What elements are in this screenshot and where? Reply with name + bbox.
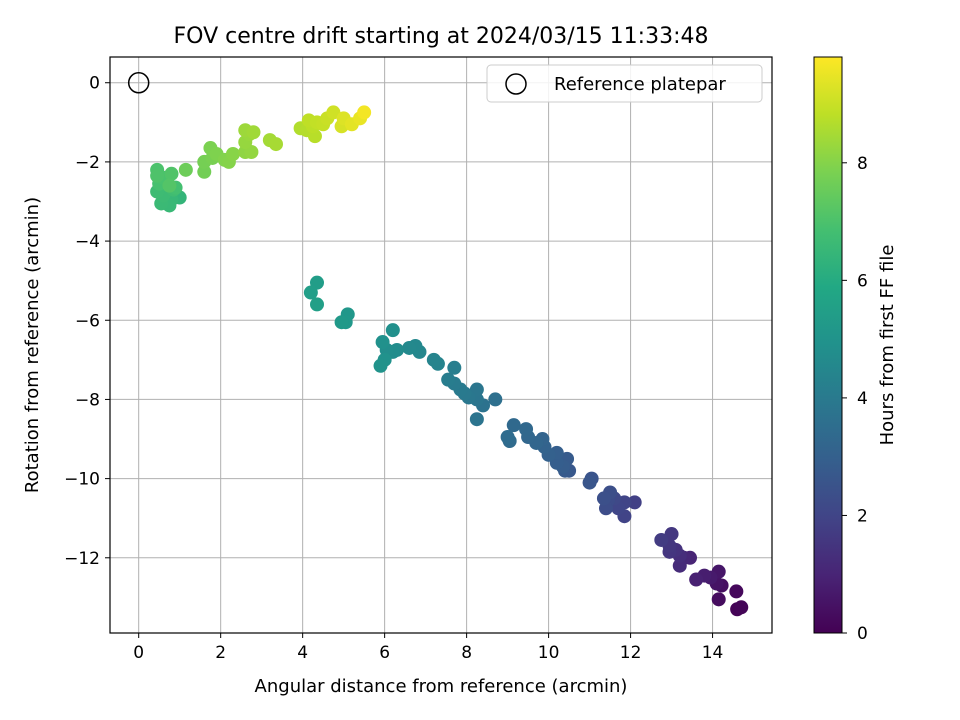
colorbar-gradient	[813, 56, 843, 634]
data-point	[326, 105, 341, 120]
colorbar-tick-label: 0	[857, 624, 868, 644]
data-point	[334, 315, 349, 330]
data-point	[711, 592, 726, 607]
y-tick-label: −4	[75, 232, 100, 252]
data-point	[385, 323, 400, 338]
data-point	[225, 146, 240, 161]
y-tick-label: −12	[64, 549, 100, 569]
data-point	[627, 495, 642, 510]
legend-label-reference: Reference platepar	[554, 74, 726, 95]
colorbar-tick-label: 6	[857, 271, 868, 291]
y-tick-label: 0	[89, 74, 100, 94]
data-point	[729, 584, 744, 599]
data-point	[269, 137, 284, 152]
plot-frame	[109, 56, 773, 634]
y-axis-ticks: 0 −2 −4 −6 −8 −10 −12	[64, 74, 110, 569]
x-tick-label: 10	[538, 643, 560, 663]
data-point	[150, 168, 165, 183]
data-point	[672, 558, 687, 573]
legend: Reference platepar	[486, 64, 763, 103]
data-point	[373, 358, 388, 373]
x-tick-label: 0	[133, 643, 144, 663]
colorbar: 0 2 4 6 8 Hours from first FF file	[813, 56, 898, 644]
colorbar-tick-label: 8	[857, 154, 868, 174]
x-axis-label: Angular distance from reference (arcmin)	[255, 676, 628, 697]
colorbar-tick-label: 4	[857, 389, 868, 409]
data-point	[519, 422, 534, 437]
x-tick-label: 2	[215, 643, 226, 663]
y-tick-label: −2	[75, 153, 100, 173]
data-point	[500, 430, 515, 445]
data-point	[310, 297, 325, 312]
data-point	[664, 527, 679, 542]
x-axis-ticks: 0 2 4 6 8 10 12 14	[133, 633, 723, 663]
data-point	[689, 572, 704, 587]
data-point	[506, 418, 521, 433]
colorbar-label: Hours from first FF file	[877, 245, 898, 446]
data-point	[178, 162, 193, 177]
chart-title: FOV centre drift starting at 2024/03/15 …	[174, 24, 709, 49]
data-point	[488, 392, 503, 407]
y-tick-label: −6	[75, 311, 100, 331]
reference-platepar-marker	[127, 71, 150, 94]
data-point	[162, 178, 177, 193]
colorbar-ticks: 0 2 4 6 8	[842, 154, 868, 644]
data-point	[164, 166, 179, 181]
grid-lines	[110, 57, 772, 633]
data-point	[357, 105, 372, 120]
data-point	[402, 340, 417, 355]
data-point	[375, 335, 390, 350]
x-tick-label: 14	[702, 643, 724, 663]
y-axis-label: Rotation from reference (arcmin)	[22, 197, 43, 493]
x-tick-label: 6	[379, 643, 390, 663]
data-point	[447, 360, 462, 375]
data-points	[150, 105, 749, 617]
data-point	[654, 532, 669, 547]
data-point	[441, 372, 456, 387]
x-tick-label: 8	[461, 643, 472, 663]
legend-box	[486, 64, 763, 103]
data-point	[426, 352, 441, 367]
reference-marker	[127, 71, 150, 94]
data-point	[469, 412, 484, 427]
colorbar-tick-label: 2	[857, 506, 868, 526]
data-point	[596, 491, 611, 506]
data-point	[197, 164, 212, 179]
y-tick-label: −10	[64, 470, 100, 490]
x-tick-label: 12	[620, 643, 642, 663]
data-point	[303, 285, 318, 300]
data-point	[582, 475, 597, 490]
x-tick-label: 4	[297, 643, 308, 663]
y-tick-label: −8	[75, 390, 100, 410]
data-point	[734, 600, 749, 615]
legend-marker-reference	[505, 73, 527, 95]
data-point	[246, 125, 261, 140]
